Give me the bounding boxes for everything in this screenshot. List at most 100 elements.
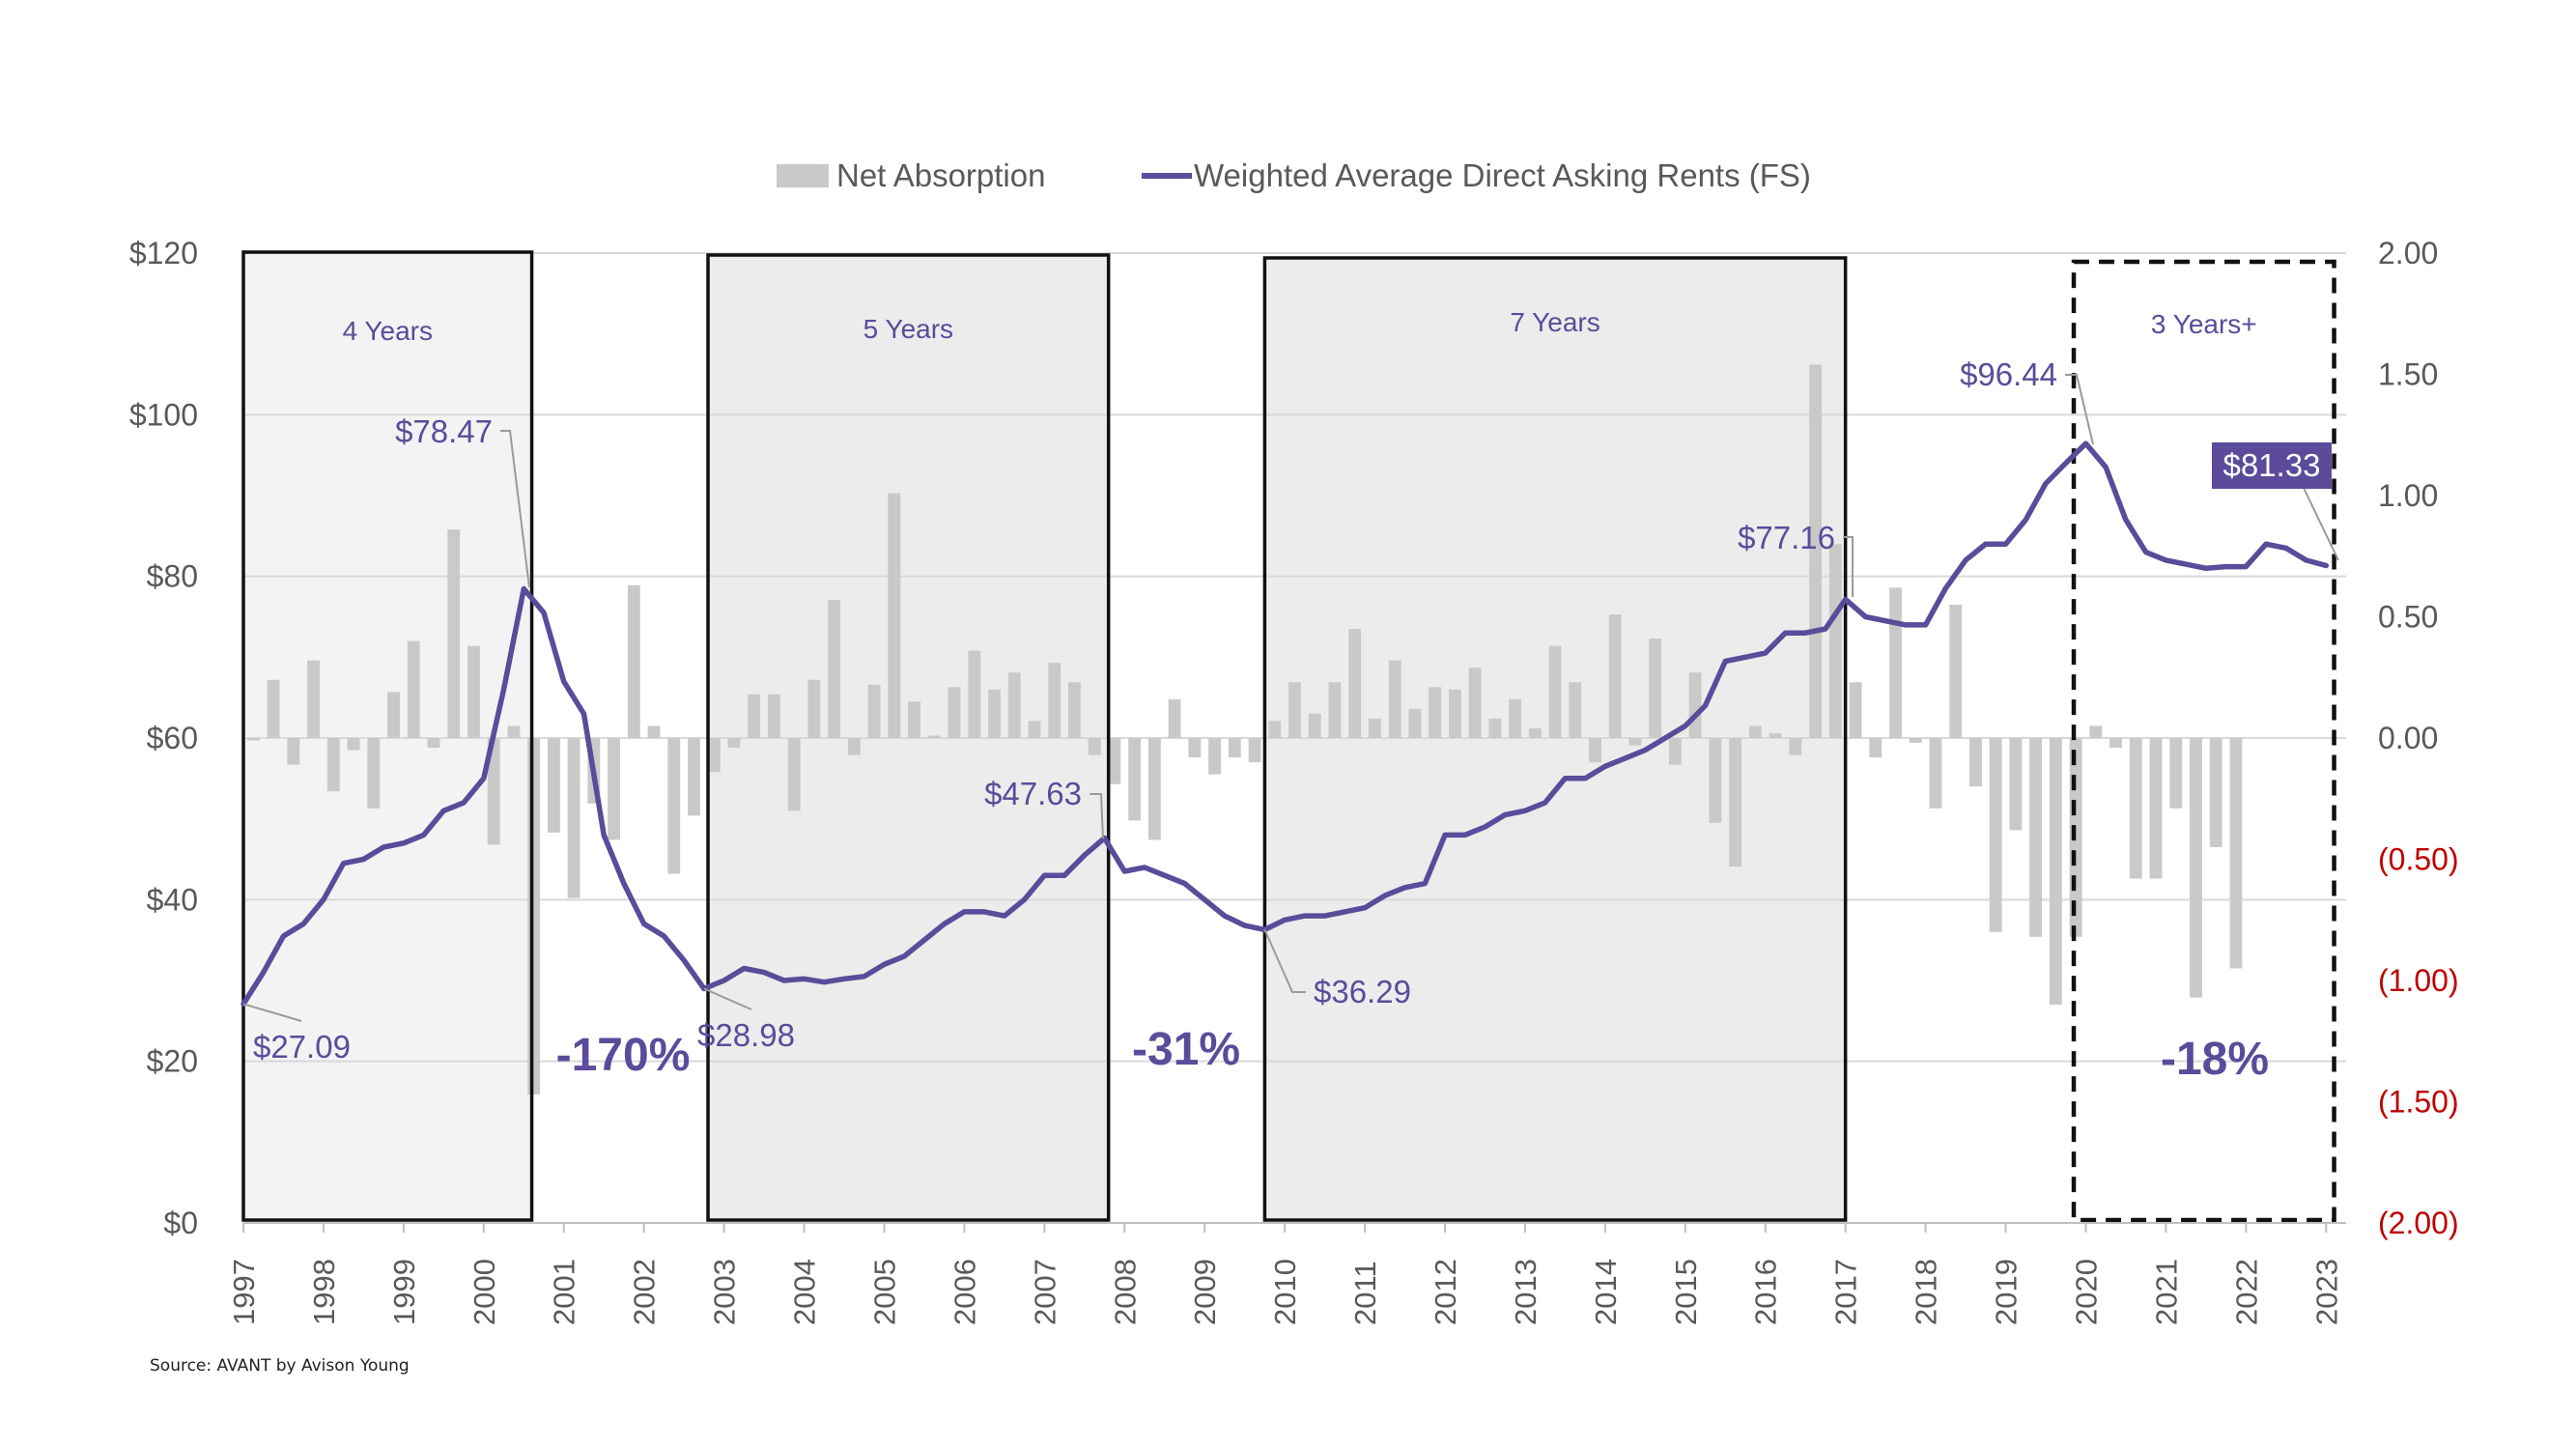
source-note: Source: AVANT by Avison Young [150,1356,410,1376]
absorption-bar [2009,738,2023,831]
absorption-bar [828,599,841,738]
annotation-label: $28.98 [697,1017,795,1053]
absorption-bar [1108,738,1121,784]
absorption-bar [968,650,981,738]
absorption-bar [1048,663,1062,738]
x-tick-label: 2012 [1429,1259,1462,1325]
absorption-bar [1528,727,1542,738]
y-right-tick-label: 1.00 [2378,478,2438,513]
period-label: 3 Years+ [2151,309,2257,339]
absorption-bar [688,738,700,816]
absorption-bar [608,738,620,840]
absorption-bar [647,725,661,738]
annotation-label: $78.47 [395,413,493,449]
absorption-bar [287,738,300,765]
absorption-bar [927,735,941,738]
absorption-bar [1248,738,1261,763]
y-right-tick-label: 0.00 [2378,721,2438,755]
absorption-bar [246,738,260,741]
absorption-bar [1128,738,1142,821]
absorption-bar [487,738,500,845]
absorption-bar [1828,544,1842,738]
absorption-bar [1228,738,1241,758]
absorption-bar [2209,738,2222,847]
absorption-bar [507,725,521,738]
y-left-tick-label: $120 [129,236,198,270]
absorption-bar [367,738,381,809]
annotation-label: $81.33 [2223,447,2321,483]
absorption-bar [427,738,440,749]
y-left-tick-label: $80 [147,559,198,594]
x-tick-label: 2002 [628,1259,662,1325]
annotation-leader [500,430,530,588]
absorption-bar [667,738,681,874]
absorption-bar [768,694,780,738]
absorption-bar [1448,689,1461,738]
absorption-bar [748,694,761,738]
x-tick-label: 2004 [788,1259,822,1325]
annotation-box [2212,442,2332,489]
period-frame [706,253,1111,1222]
legend-label-line: Weighted Average Direct Asking Rents (FS… [1194,157,1811,193]
x-tick-label: 1997 [227,1259,261,1325]
absorption-bar [2149,738,2163,879]
percent-change-label: -18% [2161,1034,2269,1085]
x-tick-label: 2020 [2069,1259,2103,1325]
y-right-tick-label: (1.00) [2378,963,2459,998]
absorption-bar [1068,682,1081,738]
absorption-bar [988,689,1001,738]
period-frame [241,250,534,1222]
absorption-bar [1569,682,1582,738]
x-tick-label: 2008 [1108,1259,1142,1325]
percent-change-label: -170% [556,1030,691,1081]
absorption-bar [2129,738,2142,879]
absorption-bar [1288,682,1301,738]
x-tick-label: 2001 [548,1259,581,1325]
absorption-bar [1208,738,1221,775]
x-tick-label: 2021 [2149,1259,2183,1325]
absorption-bar [1328,682,1342,738]
absorption-bar [867,684,881,738]
period-shading-layer [243,252,1846,1220]
absorption-bar [1088,738,1101,755]
x-tick-label: 2011 [1348,1261,1382,1325]
period-label: 7 Years [1510,307,1599,337]
absorption-bar [547,738,560,833]
x-tick-label: 2003 [708,1259,742,1325]
annotation-leader [242,1003,302,1022]
legend: Net Absorption Weighted Average Direct As… [777,157,1811,193]
absorption-bar [267,679,280,738]
x-tick-label: 2017 [1829,1259,1863,1325]
absorption-bar [1007,672,1021,738]
absorption-bar [1748,725,1762,738]
absorption-bar [1989,738,2002,932]
absorption-bar [888,493,901,738]
absorption-bar [1929,738,1942,809]
rent-line-path [241,440,2330,1008]
absorption-bar [1688,672,1702,738]
absorption-bar [1348,629,1362,738]
absorption-bar [407,640,420,738]
annotation-leader [1843,536,1854,597]
absorption-bar [1789,738,1802,755]
annotation-label: $47.63 [984,776,1082,811]
x-tick-label: 2015 [1669,1259,1703,1325]
absorption-bar [1168,698,1181,738]
y-left-tick-label: $0 [163,1206,198,1240]
absorption-bar [1909,738,1922,744]
absorption-bar [1589,738,1601,763]
absorption-bar [2169,738,2183,809]
y-right-tick-label: 2.00 [2378,236,2438,270]
annotation-leader [1263,928,1306,993]
absorption-bar [326,738,340,792]
legend-label-bar: Net Absorption [836,157,1045,193]
absorption-bar [307,660,320,738]
absorption-bar [1849,682,1862,738]
absorption-bar [807,679,821,738]
x-tick-label: 2007 [1028,1259,1062,1325]
period-label: 4 Years [343,316,433,346]
annotation-leader [1090,793,1104,839]
y-left-tick-label: $60 [147,721,198,755]
absorption-bar [1468,668,1482,738]
axes: $0 $20 $40 $60 $80 $100 $120 (2.00) (1.50) (1.00)… [129,236,2459,1325]
